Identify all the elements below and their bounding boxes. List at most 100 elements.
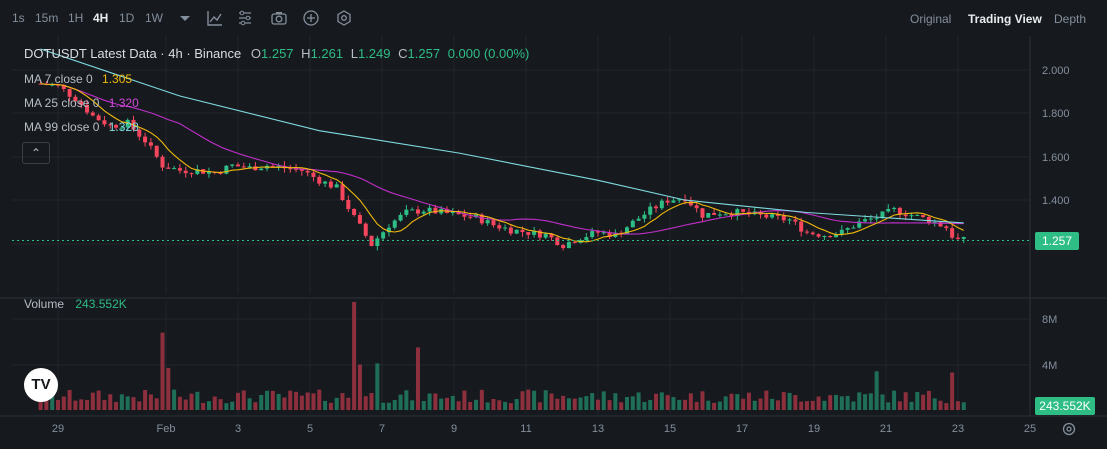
volume-bar	[96, 390, 101, 410]
volume-bar	[334, 397, 339, 410]
change-value: 0.000 (0.00%)	[447, 46, 530, 61]
candle-body	[450, 211, 455, 213]
candle-body	[671, 200, 676, 203]
candle-body	[874, 218, 879, 220]
candle-body	[148, 142, 153, 146]
candle-body	[67, 88, 72, 97]
candle-body	[259, 168, 264, 171]
volume-tick-label: 8M	[1042, 314, 1057, 326]
candle-body	[961, 237, 966, 239]
ma7-legend[interactable]: MA 7 close 0 1.305	[24, 72, 132, 86]
high-value: 1.261	[310, 46, 344, 61]
volume-bar	[61, 396, 66, 410]
add-circle-icon[interactable]	[302, 9, 320, 27]
candle-body	[892, 207, 897, 209]
camera-icon[interactable]	[270, 9, 288, 27]
volume-bar	[172, 389, 177, 410]
price-tick-label: 2.000	[1042, 65, 1070, 77]
tradingview-logo[interactable]: TV	[24, 368, 58, 402]
volume-bar	[253, 402, 258, 410]
candle-body	[166, 167, 171, 169]
interval-1h[interactable]: 1H	[68, 11, 84, 25]
volume-bar	[299, 395, 304, 410]
candle-body	[944, 226, 949, 229]
candle-body	[909, 215, 914, 217]
volume-bar	[514, 399, 519, 410]
candle-body	[172, 168, 177, 170]
volume-bar	[125, 396, 130, 410]
candle-body	[160, 156, 165, 168]
volume-value: 243.552K	[75, 297, 127, 311]
volume-bar	[659, 392, 664, 410]
candle-body	[764, 214, 769, 218]
ma99-legend[interactable]: MA 99 close 0 1.328	[24, 120, 139, 134]
candle-body	[654, 206, 659, 209]
volume-bar	[880, 394, 885, 410]
settings-sliders-icon[interactable]	[236, 9, 254, 27]
volume-bar	[729, 393, 734, 410]
chart-settings-icon[interactable]	[1061, 421, 1077, 437]
candle-body	[717, 214, 722, 216]
volume-bar	[235, 392, 240, 410]
volume-bar	[85, 400, 90, 410]
volume-bar	[665, 395, 670, 410]
chevron-down-icon[interactable]	[176, 9, 194, 27]
candle-body	[102, 120, 107, 125]
time-tick-label: 17	[736, 423, 748, 435]
volume-bar	[915, 392, 920, 410]
volume-bar	[804, 401, 809, 410]
volume-bar	[810, 400, 815, 410]
volume-bar	[775, 400, 780, 410]
candle-body	[886, 208, 891, 212]
volume-bar	[90, 392, 95, 410]
volume-bar	[439, 398, 444, 410]
ma25-legend[interactable]: MA 25 close 0 1.320	[24, 96, 139, 110]
volume-bar	[491, 398, 496, 410]
candle-body	[114, 125, 119, 128]
candle-body	[955, 237, 960, 239]
volume-bar	[561, 395, 566, 410]
interval-1d[interactable]: 1D	[119, 11, 135, 25]
volume-bar	[590, 393, 595, 410]
volume-bar	[294, 391, 299, 410]
view-trading-view[interactable]: Trading View	[968, 12, 1042, 26]
candle-body	[839, 229, 844, 235]
time-tick-label: 5	[307, 423, 313, 435]
volume-bar	[717, 401, 722, 410]
candle-body	[119, 127, 124, 129]
candle-body	[514, 229, 519, 234]
volume-bar	[166, 367, 171, 410]
chart-legend: DOTUSDT Latest Data · 4h · Binance O1.25…	[24, 46, 529, 61]
candlestick-chart[interactable]: 2.0001.8001.6001.4001.2008M4M29Feb357911…	[0, 36, 1107, 446]
interval-1w[interactable]: 1W	[145, 11, 163, 25]
indicators-icon[interactable]	[206, 9, 224, 27]
hexagon-settings-icon[interactable]	[335, 9, 353, 27]
ma25-label: MA 25 close 0	[24, 96, 100, 110]
volume-bar	[903, 392, 908, 410]
view-depth[interactable]: Depth	[1054, 12, 1087, 26]
interval-15m[interactable]: 15m	[35, 11, 59, 25]
candle-body	[880, 211, 885, 219]
collapse-legend-button[interactable]: ⌃	[22, 142, 50, 164]
view-original[interactable]: Original	[910, 12, 952, 26]
candle-body	[938, 222, 943, 227]
candle-body	[352, 209, 357, 216]
candle-body	[781, 215, 786, 221]
volume-bar	[381, 402, 386, 410]
candle-body	[584, 237, 589, 241]
candle-body	[700, 208, 705, 218]
volume-bar	[706, 400, 711, 410]
candle-body	[357, 215, 362, 224]
candle-body	[50, 84, 55, 86]
interval-1s[interactable]: 1s	[12, 11, 25, 25]
price-tick-label: 1.600	[1042, 152, 1070, 164]
volume-bar	[468, 401, 473, 410]
volume-bar	[781, 392, 786, 410]
volume-bar	[938, 400, 943, 410]
candle-body	[433, 207, 438, 214]
volume-bar	[752, 400, 757, 410]
interval-4h[interactable]: 4H	[93, 11, 109, 25]
chart-area[interactable]: 2.0001.8001.6001.4001.2008M4M29Feb357911…	[0, 36, 1107, 446]
volume-bar	[834, 394, 839, 410]
candle-body	[340, 184, 345, 201]
